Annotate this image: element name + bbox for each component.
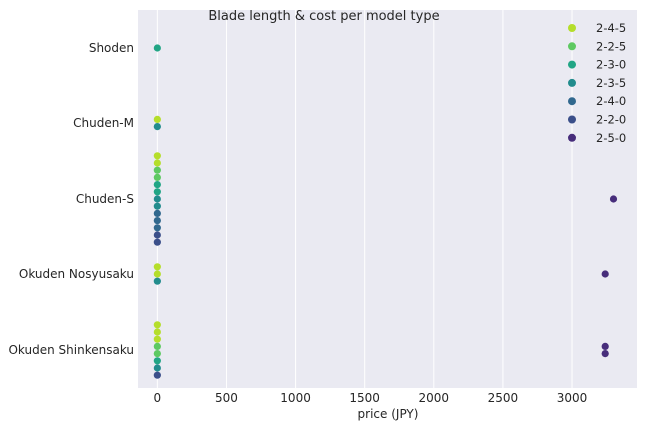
legend-marker xyxy=(568,78,576,87)
chart-title: Blade length & cost per model type xyxy=(208,9,439,24)
data-point xyxy=(153,270,161,278)
data-point xyxy=(153,357,161,365)
data-point xyxy=(153,123,161,131)
data-point xyxy=(153,181,161,189)
legend-label: 2-4-0 xyxy=(596,94,626,108)
data-point xyxy=(153,202,161,210)
x-tick-label: 1000 xyxy=(280,391,311,405)
x-axis-label: price (JPY) xyxy=(358,407,419,421)
legend-label: 2-4-5 xyxy=(596,21,626,35)
data-point xyxy=(153,115,161,123)
data-point xyxy=(153,277,161,285)
x-tick-label: 2000 xyxy=(419,391,450,405)
data-point xyxy=(153,152,161,160)
x-tick-label: 2500 xyxy=(488,391,519,405)
legend-marker xyxy=(568,24,576,32)
legend-label: 2-2-0 xyxy=(596,113,626,127)
y-tick-label: Shoden xyxy=(89,41,134,55)
data-point xyxy=(153,321,161,329)
data-point xyxy=(153,263,161,271)
data-point xyxy=(601,342,609,350)
legend: 2-4-5 2-2-5 2-3-0 2-3-5 2-4-0 2-2-0 2-5-0 xyxy=(568,21,626,145)
legend-marker xyxy=(568,42,576,51)
data-point xyxy=(153,217,161,225)
data-point xyxy=(153,195,161,203)
data-point xyxy=(153,231,161,239)
data-point xyxy=(153,335,161,343)
data-point xyxy=(153,209,161,217)
x-tick-label: 1500 xyxy=(349,391,380,405)
x-tick-label: 3000 xyxy=(557,391,588,405)
legend-marker xyxy=(568,97,576,106)
data-point xyxy=(153,238,161,246)
data-point xyxy=(153,350,161,358)
data-point xyxy=(153,371,161,379)
data-point xyxy=(153,224,161,232)
legend-label: 2-3-5 xyxy=(596,76,626,90)
data-point xyxy=(609,195,618,203)
data-points xyxy=(153,44,618,379)
x-tick-label: 500 xyxy=(215,391,238,405)
legend-label: 2-3-0 xyxy=(596,58,626,72)
plot-area xyxy=(138,10,637,388)
y-tick-label: Chuden-S xyxy=(76,192,134,206)
legend-marker xyxy=(568,133,576,142)
data-point xyxy=(153,188,161,196)
data-point xyxy=(153,364,161,372)
legend-label: 2-5-0 xyxy=(596,131,626,145)
data-point xyxy=(153,342,161,350)
y-tick-label: Okuden Shinkensaku xyxy=(8,343,134,357)
grid-lines xyxy=(156,10,573,388)
y-tick-label: Okuden Nosyusaku xyxy=(19,267,134,281)
legend-marker xyxy=(568,60,576,69)
x-tick-label: 0 xyxy=(154,391,162,405)
data-point xyxy=(601,270,609,278)
data-point xyxy=(153,173,161,181)
data-point xyxy=(153,166,161,174)
legend-label: 2-2-5 xyxy=(596,39,626,53)
data-point xyxy=(153,159,161,167)
legend-marker xyxy=(568,115,576,124)
data-point xyxy=(601,350,609,358)
data-point xyxy=(153,328,161,336)
y-tick-labels: Shoden Chuden-M Chuden-S Okuden Nosyusaku Ok… xyxy=(8,41,134,357)
y-tick-label: Chuden-M xyxy=(73,116,134,130)
data-point xyxy=(153,44,161,52)
x-tick-labels: 0 500 1000 1500 2000 2500 3000 xyxy=(154,391,588,405)
